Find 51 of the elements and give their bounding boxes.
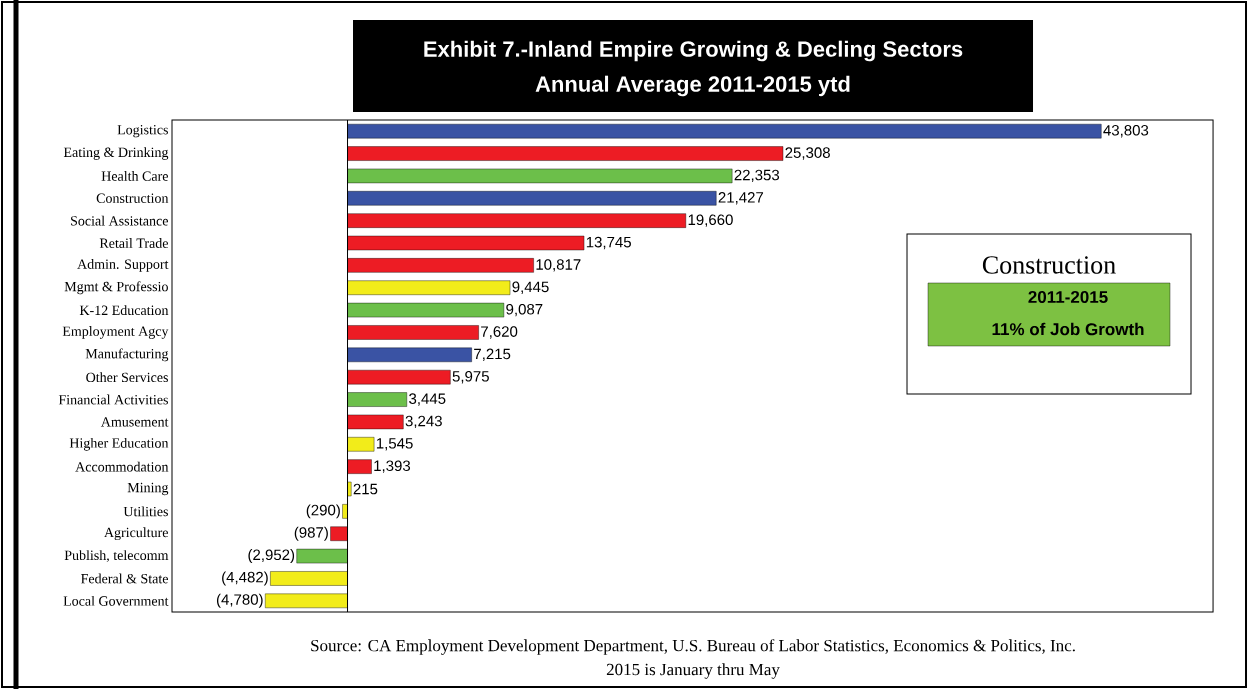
y-tick-label: Financial Activities bbox=[58, 394, 168, 405]
y-tick-label: Mining bbox=[127, 482, 169, 496]
data-label: 13,745 bbox=[586, 236, 631, 250]
data-label: 22,353 bbox=[734, 169, 780, 183]
y-tick-label: Health Care bbox=[101, 170, 168, 181]
data-label: 1,545 bbox=[376, 438, 413, 451]
data-label: 7,620 bbox=[481, 326, 518, 339]
data-label: 25,308 bbox=[785, 147, 830, 160]
data-label: 43,803 bbox=[1103, 124, 1149, 138]
data-label: (290) bbox=[306, 504, 340, 519]
y-tick-label: Agriculture bbox=[104, 527, 168, 541]
y-tick-label: Other Services bbox=[86, 372, 168, 383]
data-label: (987) bbox=[294, 526, 328, 541]
y-tick-label: Construction bbox=[96, 193, 169, 203]
y-tick-label: Amusement bbox=[100, 417, 169, 427]
data-label: (2,952) bbox=[248, 549, 295, 564]
y-tick-label: Accommodation bbox=[75, 461, 169, 472]
annotation: 2011-2015 bbox=[1028, 290, 1108, 304]
data-label: 7,215 bbox=[474, 348, 511, 362]
data-label: 10,817 bbox=[536, 259, 581, 272]
y-tick-label: Higher Education bbox=[69, 437, 169, 451]
y-tick-label: Employment Agcy bbox=[62, 326, 169, 339]
chart-title: Exhibit 7.-Inland Empire Growing & Decling Sectors bbox=[424, 40, 963, 62]
annotation: Construction bbox=[982, 256, 1116, 274]
data-label: 19,660 bbox=[688, 214, 733, 227]
data-label: (4,482) bbox=[222, 571, 268, 586]
y-tick-label: Logistics bbox=[117, 125, 168, 138]
source-note: Source: CA Employment Development Department, U.S. Bureau of Labor Statistics, Economics & Politics, Inc. bbox=[311, 639, 1075, 655]
y-tick-label: Local Government bbox=[63, 595, 169, 606]
y-tick-label: Eating & Drinking bbox=[63, 147, 169, 160]
data-label: 3,445 bbox=[409, 393, 446, 406]
y-tick-label: Publish, telecomm bbox=[64, 550, 169, 563]
y-tick-label: Utilities bbox=[123, 506, 168, 517]
y-tick-label: Manufacturing bbox=[85, 348, 169, 362]
data-label: 9,087 bbox=[506, 303, 543, 317]
y-tick-label: Mgmt & Professio bbox=[64, 281, 168, 295]
data-label: 215 bbox=[353, 483, 378, 495]
data-label: 3,243 bbox=[405, 415, 442, 429]
chart-subtitle: Annual Average 2011-2015 ytd bbox=[535, 75, 850, 97]
data-label: (4,780) bbox=[216, 593, 263, 608]
data-label: 21,427 bbox=[718, 192, 764, 205]
y-tick-label: Federal & State bbox=[81, 573, 168, 584]
y-tick-label: Retail Trade bbox=[99, 238, 168, 248]
data-label: 5,975 bbox=[452, 370, 489, 384]
y-tick-label: Admin. Support bbox=[77, 259, 169, 272]
data-label: 1,393 bbox=[374, 460, 411, 473]
annotation: 11% of Job Growth bbox=[992, 322, 1144, 336]
text: 2015 is January thru May bbox=[606, 663, 780, 679]
y-tick-label: K-12 Education bbox=[79, 305, 169, 316]
data-label: 9,445 bbox=[512, 281, 549, 294]
y-tick-label: Social Assistance bbox=[71, 215, 168, 226]
